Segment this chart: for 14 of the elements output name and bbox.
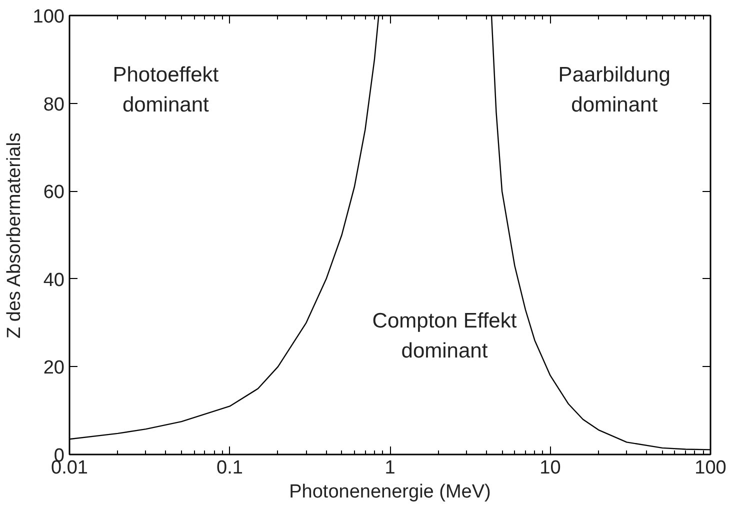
annotation: Photoeffekt dominant xyxy=(112,64,219,117)
y-axis-title: Z des Absorbermaterials xyxy=(4,132,25,338)
x-tick-label: 10 xyxy=(540,458,561,478)
y-tick-label: 80 xyxy=(43,94,65,116)
annotation: Compton Effekt dominant xyxy=(372,310,517,362)
y-tick-label: 100 xyxy=(32,6,64,28)
y-tick-label: 40 xyxy=(43,270,65,291)
y-tick-label: 60 xyxy=(43,182,65,204)
x-tick-label: 0.1 xyxy=(216,458,243,478)
x-tick-label: 100 xyxy=(694,458,726,478)
y-tick-label: 20 xyxy=(43,358,65,379)
x-axis-title: Photonenenergie (MeV) xyxy=(289,482,491,502)
x-tick-label: 1 xyxy=(384,458,396,478)
annotation: Paarbildung dominant xyxy=(558,64,670,117)
